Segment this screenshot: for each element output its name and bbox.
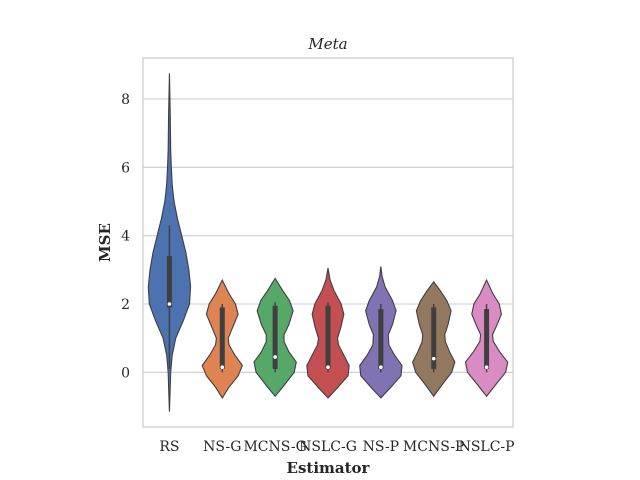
y-tick-label: 0: [121, 365, 130, 381]
x-tick-label: NSLC-P: [459, 439, 515, 455]
violin-iqr-box: [378, 309, 384, 369]
violin-median-dot: [326, 365, 330, 370]
x-tick-label: NSLC-G: [299, 439, 357, 455]
violin-median-dot: [431, 356, 436, 361]
violin-iqr-box: [219, 307, 225, 369]
violin-iqr-box: [325, 305, 331, 369]
violin-iqr-box: [431, 307, 437, 369]
violin-iqr-box: [166, 256, 172, 308]
violins: [147, 73, 509, 412]
violin-median-dot: [220, 365, 225, 370]
x-tick-label: RS: [159, 439, 179, 455]
y-tick-labels: 0 2 4 6 8: [121, 92, 130, 381]
y-axis-title: MSE: [96, 223, 114, 262]
x-tick-label: NS-P: [363, 439, 400, 455]
y-tick-label: 8: [121, 92, 130, 108]
y-tick-label: 4: [121, 229, 130, 245]
violin-median-dot: [167, 302, 172, 306]
violin-median-dot: [379, 365, 383, 370]
violin-median-dot: [484, 365, 489, 370]
chart-title: Meta: [307, 35, 347, 53]
violin-iqr-box: [272, 305, 278, 369]
y-tick-label: 6: [121, 160, 130, 176]
y-tick-label: 2: [121, 297, 130, 313]
x-tick-label: MCNS-G: [243, 439, 306, 455]
violin-median-dot: [273, 355, 277, 359]
x-axis-title: Estimator: [287, 459, 371, 477]
x-tick-label: MCNS-P: [403, 439, 465, 455]
x-tick-label: NS-G: [203, 439, 241, 455]
violin-iqr-box: [484, 309, 490, 369]
